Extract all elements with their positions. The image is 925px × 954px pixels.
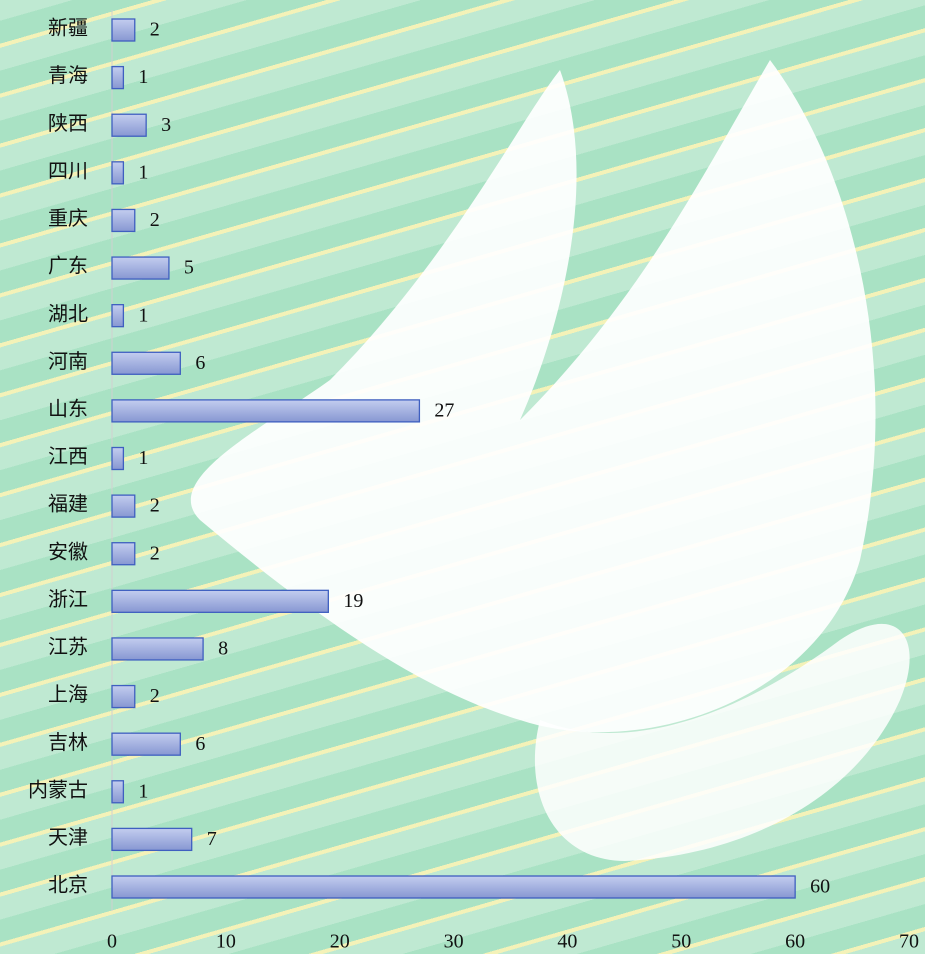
bar: [111, 446, 125, 471]
y-tick-label: 河南: [48, 350, 88, 373]
data-label: 2: [150, 19, 160, 41]
data-label: 6: [195, 733, 205, 755]
x-tick-label: 20: [330, 931, 350, 953]
x-tick-label: 0: [107, 931, 117, 953]
y-tick-label: 吉林: [48, 731, 88, 754]
bar: [111, 780, 125, 804]
y-tick-label: 新疆: [48, 17, 88, 40]
data-label: 1: [138, 304, 148, 326]
y-tick-label: 青海: [48, 64, 88, 87]
y-tick-label: 山东: [48, 397, 88, 420]
bar: [111, 304, 125, 328]
data-label: 1: [138, 780, 148, 802]
data-label: 6: [195, 352, 205, 374]
data-label: 1: [138, 447, 148, 469]
data-label: 3: [161, 114, 171, 136]
y-tick-label: 江苏: [48, 636, 88, 659]
bar: [111, 351, 181, 375]
data-label: 2: [150, 495, 160, 517]
bar: [111, 494, 136, 518]
data-label: 5: [184, 257, 194, 279]
watermark: [190, 60, 876, 733]
bar: [111, 827, 193, 852]
bar: [111, 875, 796, 899]
data-label: 2: [150, 542, 160, 564]
bar: [111, 542, 136, 566]
bar: [111, 65, 125, 90]
data-label: 19: [343, 590, 363, 612]
y-tick-label: 重庆: [48, 207, 88, 230]
data-label: 60: [810, 876, 830, 898]
bar: [111, 589, 329, 613]
x-tick-label: 30: [444, 931, 464, 953]
x-tick-label: 70: [899, 931, 919, 953]
y-tick-label: 浙江: [48, 588, 88, 611]
bar: [111, 161, 125, 185]
bar: [111, 637, 204, 661]
y-tick-label: 上海: [48, 683, 88, 706]
x-tick-label: 10: [216, 931, 236, 953]
data-label: 2: [150, 685, 160, 707]
x-tick-label: 60: [785, 931, 805, 953]
bar: [111, 208, 136, 233]
data-label: 7: [207, 828, 217, 850]
y-tick-label: 湖北: [48, 302, 88, 325]
data-label: 1: [138, 161, 148, 183]
data-label: 8: [218, 638, 228, 660]
y-tick-label: 四川: [48, 160, 88, 182]
y-tick-label: 天津: [48, 826, 88, 849]
y-tick-label: 北京: [48, 874, 88, 897]
bar: [111, 684, 136, 709]
watermark: [534, 623, 910, 861]
y-tick-label: 广东: [48, 255, 88, 278]
bar: [111, 732, 181, 756]
bar: [111, 18, 136, 42]
bar: [111, 256, 170, 280]
y-tick-label: 陕西: [48, 112, 88, 135]
data-label: 2: [150, 209, 160, 231]
data-label: 27: [434, 399, 454, 421]
y-tick-label: 内蒙古: [28, 778, 88, 801]
data-label: 1: [138, 66, 148, 88]
x-tick-label: 50: [671, 931, 691, 953]
bar: [111, 399, 421, 423]
y-tick-label: 安徽: [48, 540, 88, 563]
x-tick-label: 40: [557, 931, 577, 953]
bar: [111, 113, 147, 137]
y-tick-label: 福建: [48, 493, 88, 516]
y-tick-label: 江西: [48, 445, 88, 468]
